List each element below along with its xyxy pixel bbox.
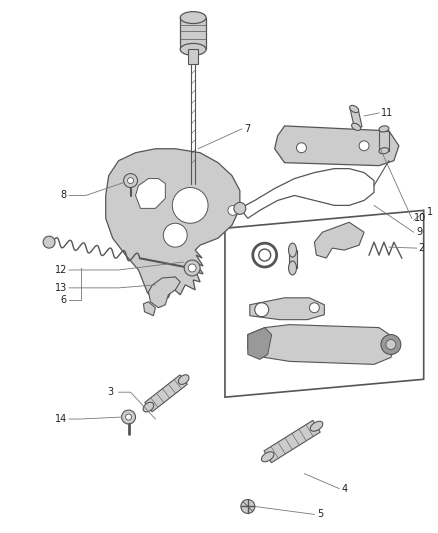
Polygon shape <box>314 222 364 258</box>
Text: 12: 12 <box>55 265 67 275</box>
Ellipse shape <box>379 148 389 154</box>
Circle shape <box>126 414 131 420</box>
Text: 14: 14 <box>55 414 67 424</box>
Text: 13: 13 <box>55 283 67 293</box>
Circle shape <box>234 203 246 214</box>
Circle shape <box>228 205 238 215</box>
Text: 5: 5 <box>318 510 324 520</box>
Ellipse shape <box>352 123 360 131</box>
Text: 9: 9 <box>417 227 423 237</box>
Circle shape <box>241 499 255 513</box>
Polygon shape <box>106 149 240 300</box>
Polygon shape <box>144 302 155 316</box>
Text: 10: 10 <box>414 213 426 223</box>
Polygon shape <box>289 250 297 268</box>
Circle shape <box>163 223 187 247</box>
Ellipse shape <box>289 243 297 257</box>
Polygon shape <box>250 298 324 320</box>
Circle shape <box>381 335 401 354</box>
Polygon shape <box>248 328 272 359</box>
Circle shape <box>184 260 200 276</box>
Circle shape <box>255 303 268 317</box>
Ellipse shape <box>143 402 154 412</box>
Polygon shape <box>180 18 206 50</box>
Text: 8: 8 <box>61 190 67 200</box>
Ellipse shape <box>310 421 323 431</box>
Polygon shape <box>264 421 320 463</box>
Text: 3: 3 <box>108 387 114 397</box>
Circle shape <box>359 141 369 151</box>
Text: 2: 2 <box>419 243 425 253</box>
Polygon shape <box>225 211 424 397</box>
Polygon shape <box>145 375 187 412</box>
Polygon shape <box>135 179 165 208</box>
Circle shape <box>127 177 134 183</box>
Ellipse shape <box>261 452 274 462</box>
Circle shape <box>386 340 396 350</box>
Polygon shape <box>248 325 397 365</box>
Circle shape <box>309 303 319 313</box>
Text: 1: 1 <box>427 207 433 217</box>
Ellipse shape <box>180 43 206 55</box>
Circle shape <box>124 174 138 188</box>
Ellipse shape <box>350 106 359 112</box>
Polygon shape <box>188 50 198 64</box>
Circle shape <box>172 188 208 223</box>
Polygon shape <box>379 131 389 151</box>
Circle shape <box>122 410 135 424</box>
Ellipse shape <box>178 375 189 384</box>
Polygon shape <box>240 168 374 219</box>
Text: 7: 7 <box>244 124 250 134</box>
Text: 11: 11 <box>381 108 393 118</box>
Ellipse shape <box>289 261 297 275</box>
Text: 6: 6 <box>61 295 67 305</box>
Text: 4: 4 <box>341 483 347 494</box>
Ellipse shape <box>379 126 389 132</box>
Circle shape <box>43 236 55 248</box>
Circle shape <box>297 143 307 153</box>
Polygon shape <box>148 277 180 308</box>
Ellipse shape <box>180 12 206 23</box>
Polygon shape <box>275 126 399 166</box>
Circle shape <box>188 264 196 272</box>
Polygon shape <box>350 109 362 127</box>
